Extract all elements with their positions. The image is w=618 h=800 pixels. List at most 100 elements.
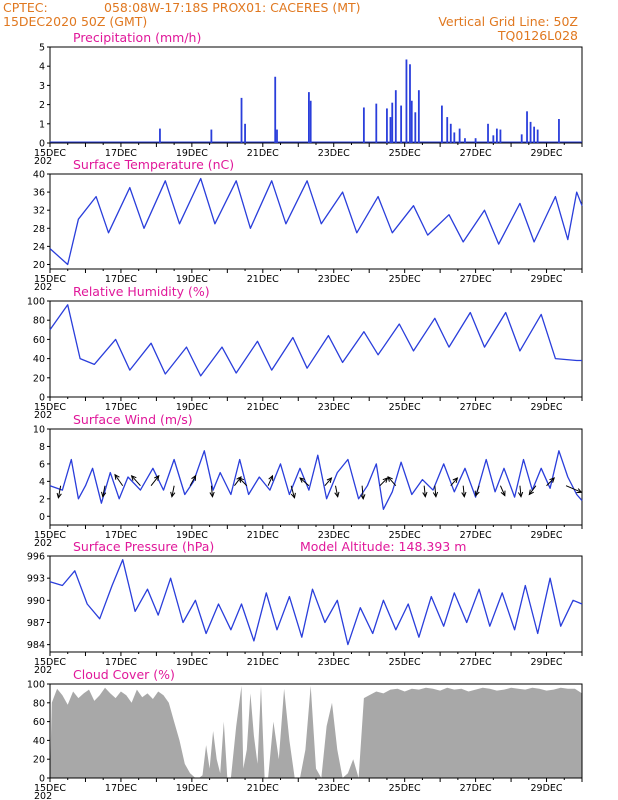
precipitation-xtick-label: 27DEC [460,148,492,159]
precip-bar [487,123,489,143]
wind-vector [131,475,141,487]
precip-bar [240,97,243,143]
wind-vector-head [290,492,296,499]
wind-vector [189,475,197,486]
wind-vector [423,485,426,497]
precip-bar [453,132,456,143]
humidity-panel: 0 20 40 60 80 100 15DEC 17DEC 19DEC 21DEC 23DEC 25D… [27,284,583,421]
wind-vector-head [101,491,107,498]
temperature-ytick-label: 24 [33,242,45,253]
pressure-xtick-label: 17DEC [105,657,137,668]
precip-bar [417,90,420,143]
temperature-year-fragment: 202 [34,282,52,293]
cloud-year-fragment: 202 [34,791,52,800]
precipitation-xtick-label: 17DEC [105,148,137,159]
temperature-title: Surface Temperature (nC) [73,157,234,172]
precipitation-xtick-label: 23DEC [318,148,350,159]
temperature-ytick-label: 36 [33,188,45,199]
wind-vector-head [387,476,393,482]
precip-bar [389,117,392,143]
wind-xtick-label: 17DEC [105,530,137,541]
wind-ytick-label: 10 [33,425,45,436]
precipitation-panel: 0 1 2 3 4 5 15DEC 17DEC 19DEC 21DEC 23DEC 25DEC 27DE… [34,30,583,167]
chart-panels: 0 1 2 3 4 5 15DEC 17DEC 19DEC 21DEC 23DEC 25DEC 27DE… [27,30,583,800]
pressure-line [49,559,583,646]
precipitation-xtick-label: 25DEC [389,148,421,159]
wind-vector [450,477,458,487]
wind-vector [57,485,62,498]
wind-frame [49,428,583,526]
cloud-ytick-label: 40 [33,736,45,747]
wind-xtick-label: 25DEC [389,530,421,541]
precip-bar [274,76,277,143]
wind-vector [387,476,397,487]
cloud-xtick-label: 27DEC [460,783,492,794]
pressure-ytick-label: 996 [27,552,45,563]
source-label: CPTEC: [3,0,48,15]
wind-panel: 0 2 4 6 8 10 15DEC 17DEC 19DEC 21DEC 23DEC 25DEC 27D… [33,412,583,549]
pressure-ytick-label: 993 [27,574,45,585]
cloud-ytick-label: 100 [27,680,45,691]
location-label: 058:08W-17:18S PROX01: CACERES (MT) [104,0,361,15]
wind-vector [361,485,364,499]
precipitation-ytick-label: 5 [39,43,45,54]
cloud-xtick-label: 21DEC [247,783,279,794]
humidity-ytick-label: 60 [33,335,45,346]
precip-bar [520,134,523,143]
humidity-ytick-label: 100 [27,297,45,308]
wind-vector-head [517,491,524,498]
wind-vector-head [382,477,389,483]
wind-vector [499,485,506,496]
wind-vector [462,485,465,497]
humidity-ytick-label: 80 [33,316,45,327]
precip-bar [499,129,502,143]
temperature-xtick-label: 27DEC [460,274,492,285]
humidity-line [49,304,582,377]
temperature-xtick-label: 21DEC [247,274,279,285]
cloud-xtick-label: 19DEC [176,783,208,794]
wind-vector-head [170,491,176,498]
precip-bar [495,128,498,143]
wind-vector-head [549,477,556,483]
pressure-xtick-label: 21DEC [247,657,279,668]
wind-xtick-label: 27DEC [460,530,492,541]
humidity-ytick-label: 0 [39,393,45,404]
wind-vector [238,477,248,487]
precipitation-ytick-label: 4 [39,62,45,73]
cloud-xtick-label: 15DEC [34,783,66,794]
wind-vector [335,485,339,497]
precip-bar [244,123,246,143]
cloud-frame-overlay [49,683,583,779]
humidity-xtick-label: 21DEC [247,402,279,413]
precip-bar [375,103,378,143]
wind-vector-head [238,477,245,483]
pressure-xtick-label: 25DEC [389,657,421,668]
pressure-frame [49,555,583,653]
wind-vector-head [528,489,534,496]
precip-bar [308,92,310,143]
temperature-xtick-label: 25DEC [389,274,421,285]
temperature-xtick-label: 23DEC [318,274,350,285]
precipitation-ytick-label: 0 [39,139,45,150]
pressure-year-fragment: 202 [34,665,52,676]
humidity-title: Relative Humidity (%) [73,284,210,299]
pressure-ytick-label: 984 [27,640,45,651]
grid-note-label: Vertical Grid Line: 50Z [438,14,578,29]
temperature-xtick-label: 19DEC [176,274,208,285]
wind-vector [519,485,522,497]
pressure-altitude-label: Model Altitude: 148.393 m [300,539,466,554]
humidity-ytick-label: 20 [33,373,45,384]
humidity-xtick-label: 15DEC [34,402,66,413]
precipitation-xtick-label: 29DEC [531,148,563,159]
precip-bar [210,129,213,143]
precip-bar [309,100,312,143]
wind-vector-head [130,474,137,481]
wind-vector [324,477,332,487]
pressure-xtick-label: 15DEC [34,657,66,668]
precip-bar [391,102,394,143]
wind-vector-head [299,477,306,483]
precipitation-year-fragment: 202 [34,156,52,167]
wind-vector [171,485,175,497]
precip-bar [405,59,408,144]
